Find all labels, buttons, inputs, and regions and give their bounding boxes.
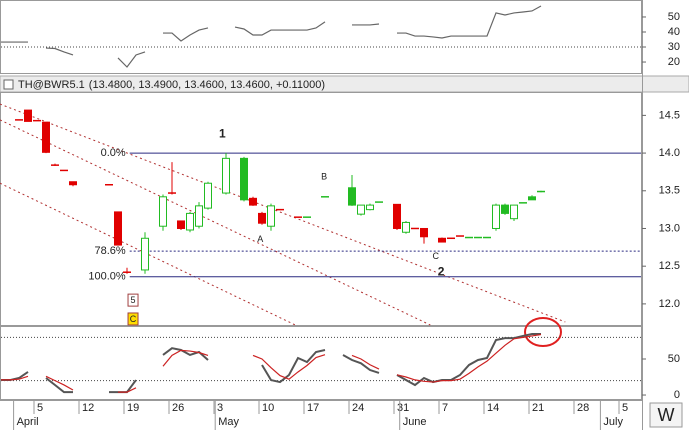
bottom-panel-frame — [0, 326, 642, 400]
candle-body — [159, 196, 167, 227]
candle-body — [24, 109, 32, 122]
candle-body — [222, 157, 230, 194]
fib-label: 0.0% — [101, 147, 126, 159]
candle-body — [438, 237, 446, 243]
candle-body — [402, 221, 410, 233]
highlight-circle — [524, 317, 562, 347]
line-series — [252, 354, 326, 380]
x-tick-label: 19 — [127, 402, 139, 414]
candle-body — [258, 212, 266, 224]
boxed-label: 5 — [131, 295, 136, 305]
line-series — [352, 23, 380, 26]
x-tick-label: 28 — [577, 402, 589, 414]
main-panel-frame — [0, 92, 642, 326]
wave-label: C — [432, 251, 439, 261]
x-tick-label: 5 — [37, 402, 43, 414]
line-series — [117, 51, 146, 68]
header-quote: (13.4800, 13.4900, 13.4600, 13.4600, +0.… — [89, 79, 325, 91]
candle-body — [204, 182, 212, 209]
line-series — [1, 375, 29, 381]
header-icon — [3, 79, 14, 90]
x-tick-label: 10 — [262, 402, 274, 414]
period-button[interactable] — [649, 402, 683, 428]
candle-body — [366, 204, 374, 211]
candle-body — [177, 220, 185, 229]
fib-label: 78.6% — [94, 245, 125, 257]
line-series — [45, 47, 74, 56]
trendline — [0, 103, 566, 323]
x-tick-label: 5 — [622, 402, 628, 414]
line-series — [118, 387, 137, 393]
label-box — [127, 293, 139, 307]
wave-label: 1 — [219, 126, 226, 140]
y-tick-label: 13.5 — [659, 185, 680, 197]
candle-body — [510, 204, 518, 220]
y-tick-label: 0 — [674, 389, 680, 401]
line-series — [162, 349, 209, 367]
candle-body — [141, 237, 149, 271]
candle-body — [69, 181, 77, 186]
wave-label: B — [321, 172, 327, 182]
y-tick-label: 50 — [668, 11, 680, 23]
x-tick-label: 21 — [532, 402, 544, 414]
candle-body — [195, 205, 203, 227]
x-tick-label: 17 — [307, 402, 319, 414]
wave-label: A — [257, 234, 263, 244]
x-tick-label: 26 — [172, 402, 184, 414]
y-tick-label: 13.0 — [659, 222, 680, 234]
y-tick-label: 30 — [668, 41, 680, 53]
candle-body — [492, 204, 500, 229]
y-tick-label: 50 — [668, 353, 680, 365]
y-tick-label: 14.5 — [659, 109, 680, 121]
top-panel-frame — [0, 0, 642, 74]
header-symbol: TH@BWR5.1 — [18, 79, 85, 91]
x-tick-label: 3 — [217, 402, 223, 414]
candle-body — [357, 204, 365, 215]
candle-body — [528, 196, 536, 201]
period-button-label[interactable]: W — [658, 405, 675, 425]
candle-body — [186, 212, 194, 231]
line-series — [163, 27, 209, 42]
candle-body — [249, 197, 257, 206]
x-tick-label: 12 — [82, 402, 94, 414]
x-tick-label: 14 — [487, 402, 499, 414]
x-tick-label: 24 — [352, 402, 364, 414]
month-label: July — [603, 416, 623, 428]
month-label: May — [218, 416, 239, 428]
y-tick-label: 12.0 — [659, 298, 680, 310]
line-series — [397, 5, 542, 39]
candle-body — [240, 157, 248, 201]
wave-label: 2 — [438, 264, 445, 278]
candle-body — [420, 227, 428, 238]
label-box — [127, 312, 139, 326]
x-tick-label: 31 — [397, 402, 409, 414]
line-series — [45, 377, 73, 394]
y-tick-label: 20 — [668, 56, 680, 68]
line-series — [351, 354, 380, 370]
boxed-label: C — [130, 314, 137, 324]
candle-body — [42, 121, 50, 153]
month-label: April — [17, 416, 39, 428]
line-series — [45, 375, 74, 391]
y-tick-label: 40 — [668, 26, 680, 38]
candle-body — [501, 204, 509, 214]
month-label: June — [403, 416, 427, 428]
x-tick-label: 7 — [442, 402, 448, 414]
candle-body — [267, 205, 275, 227]
line-series — [234, 21, 326, 36]
line-series — [396, 333, 542, 383]
y-tick-label: 14.0 — [659, 147, 680, 159]
candle-body — [114, 211, 122, 246]
line-series — [261, 349, 326, 384]
candle-body — [348, 187, 356, 206]
fib-label: 100.0% — [88, 271, 126, 283]
candle-body — [393, 203, 401, 229]
y-tick-label: 12.5 — [659, 260, 680, 272]
line-series — [342, 354, 380, 374]
